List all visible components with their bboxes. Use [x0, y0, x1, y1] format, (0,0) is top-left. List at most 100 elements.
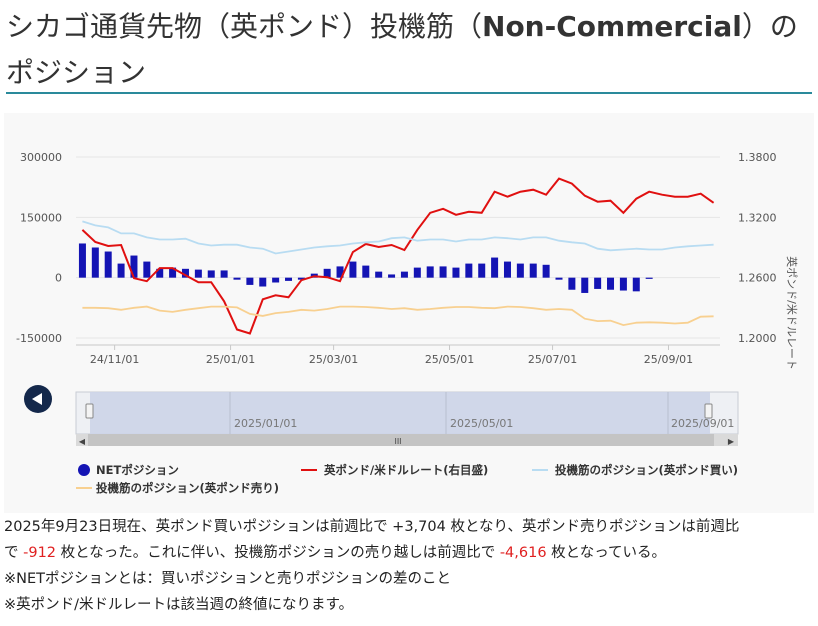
net-position-bar [297, 277, 305, 280]
navigator-handle-left[interactable] [85, 403, 94, 419]
description-net-change: -4,616 [499, 545, 547, 561]
x-tick-label: 25/07/01 [528, 353, 577, 366]
series-line-1 [81, 177, 715, 335]
net-position-bar [594, 277, 602, 289]
legend-item-long[interactable]: 投機筋のポジション(英ポンド買い) [532, 463, 738, 477]
net-position-bar [400, 271, 408, 278]
legend-circle-icon [78, 464, 90, 476]
net-position-bar [285, 277, 293, 281]
y-axis-left: 300000 150000 0 -150000 [16, 151, 62, 345]
y-right-tick-label: 1.3800 [738, 151, 777, 164]
description-text: 枚となっている。 [546, 545, 667, 561]
y-left-tick-label: 300000 [20, 151, 62, 164]
net-position-bar [478, 263, 486, 278]
x-tick-label: 24/11/01 [90, 353, 139, 366]
x-axis: 24/11/01 25/01/01 25/03/01 25/05/01 25/07/01… [90, 345, 693, 366]
legend-item-net[interactable]: NETポジション [78, 463, 179, 477]
net-position-bar [581, 277, 589, 293]
net-position-bar [439, 266, 447, 278]
net-position-bar [426, 266, 434, 278]
net-position-bar [632, 277, 640, 292]
grid [76, 156, 720, 346]
y-axis-right: 1.3800 1.3200 1.2600 1.2000 [738, 151, 777, 345]
navigator-handle-right[interactable] [704, 403, 713, 419]
x-tick-label: 25/03/01 [309, 353, 358, 366]
net-position-bar [104, 251, 112, 278]
net-position-bar [645, 277, 653, 279]
net-position-bar [117, 263, 125, 278]
net-position-bar [169, 267, 177, 278]
description-line1: 2025年9月23日現在、英ポンド買いポジションは前週比で +3,704 枚とな… [4, 519, 740, 535]
net-position-bar [323, 268, 331, 278]
navigator-label-left: 2025/01/01 [234, 417, 297, 430]
back-button[interactable] [24, 385, 52, 413]
description-text: 枚となった。これに伴い、投機筋ポジションの売り越しは前週比で [56, 545, 500, 561]
chart-panel: 300000 150000 0 -150000 1.3800 1.3200 1.2600 1… [4, 113, 814, 513]
description-line2: で -912 枚となった。これに伴い、投機筋ポジションの売り越しは前週比で -4… [4, 540, 814, 566]
x-tick-label: 25/09/01 [644, 353, 693, 366]
net-position-bar [619, 277, 627, 291]
net-position-bar [272, 277, 280, 283]
x-tick-label: 25/05/01 [425, 353, 474, 366]
scroll-right-arrow-icon[interactable]: ▶ [728, 437, 735, 446]
title-part2: ）のポジション [6, 10, 798, 89]
net-position-bar [349, 261, 357, 278]
legend-label-net: NETポジション [96, 463, 179, 477]
legend-item-short[interactable]: 投機筋のポジション(英ポンド売り) [76, 481, 279, 495]
net-position-bar [220, 270, 228, 278]
net-position-bar [542, 264, 550, 278]
net-position-bar [465, 263, 473, 278]
net-position-bar [607, 277, 615, 290]
net-position-bar [194, 269, 202, 278]
legend-label-long: 投機筋のポジション(英ポンド買い) [555, 463, 738, 477]
scroll-left-arrow-icon[interactable]: ◀ [79, 437, 86, 446]
net-position-bar [568, 277, 576, 290]
net-position-bar [529, 263, 537, 278]
x-tick-label: 25/01/01 [206, 353, 255, 366]
y-right-tick-label: 1.3200 [738, 211, 777, 224]
y-left-tick-label: 150000 [20, 211, 62, 224]
net-position-bar [375, 271, 383, 278]
note-rate: ※英ポンド/米ドルレートは該当週の終値になります。 [4, 597, 354, 613]
net-position-bar [91, 247, 99, 278]
navigator-label-mid: 2025/05/01 [450, 417, 513, 430]
net-position-bar [516, 263, 524, 278]
net-position-bar [156, 268, 164, 278]
legend-item-rate[interactable]: 英ポンド/米ドルレート(右目盛) [301, 463, 488, 477]
navigator-label-right: 2025/09/01 [671, 417, 734, 430]
net-position-bar [452, 267, 460, 278]
navigator-selection[interactable] [90, 392, 710, 434]
net-position-bar [362, 265, 370, 278]
title-divider [6, 92, 812, 94]
net-position-bar [207, 270, 215, 278]
net-position-bar [233, 277, 241, 280]
description-text: で [4, 545, 24, 561]
y-left-tick-label: -150000 [16, 332, 62, 345]
net-position-bar [388, 274, 396, 278]
series-lines [81, 177, 715, 335]
net-position-bar [130, 255, 138, 278]
page-title: シカゴ通貨先物（英ポンド）投機筋（Non-Commercial）のポジション [6, 4, 812, 96]
legend: NETポジション 英ポンド/米ドルレート(右目盛) 投機筋のポジション(英ポンド… [76, 463, 738, 495]
net-position-bar [555, 277, 563, 280]
title-bold: Non-Commercial [482, 10, 742, 43]
title-part1: シカゴ通貨先物（英ポンド）投機筋（ [6, 10, 483, 43]
y-right-tick-label: 1.2000 [738, 332, 777, 345]
net-position-bar [181, 268, 189, 278]
left-arrow-icon [32, 393, 42, 405]
scrollbar-thumb[interactable] [88, 434, 714, 446]
net-position-bar [491, 257, 499, 278]
scrollbar-grip: III [394, 437, 401, 446]
legend-label-rate: 英ポンド/米ドルレート(右目盛) [323, 463, 488, 477]
legend-label-short: 投機筋のポジション(英ポンド売り) [96, 481, 279, 495]
y-axis-right-title: 英ポンド/米ドルレート [785, 256, 799, 370]
net-position-bar [336, 266, 344, 278]
net-position-bars [78, 243, 653, 293]
note-net-position: ※NETポジションとは：買いポジションと売りポジションの差のこと [4, 571, 452, 587]
net-position-bar [259, 277, 267, 287]
navigator[interactable]: 2025/01/01 2025/05/01 2025/09/01 III ◀ ▶ [75, 391, 739, 446]
net-position-bar [78, 243, 86, 278]
net-position-bar [413, 267, 421, 278]
description-short-change: -912 [23, 545, 57, 561]
